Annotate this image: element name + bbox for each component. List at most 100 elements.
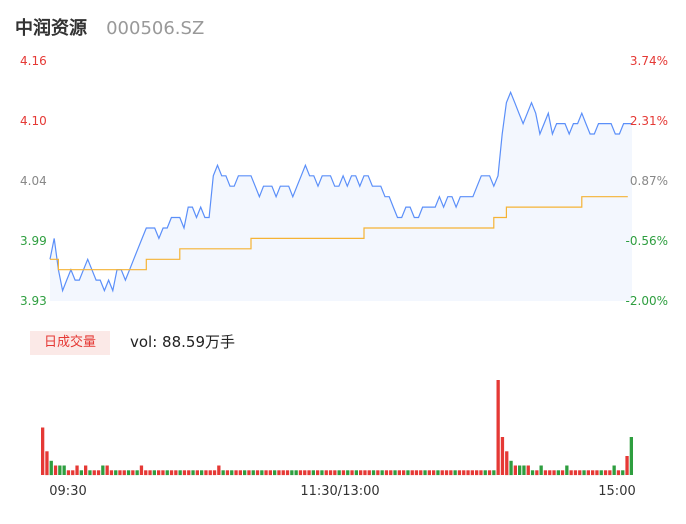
volume-bar [165,470,169,476]
volume-bar [560,470,565,476]
volume-bar [573,470,578,476]
volume-bar [586,470,590,476]
y-tick-left: 4.04 [20,174,47,188]
volume-bar [105,465,109,475]
volume-bar [41,427,45,475]
volume-bar [208,470,212,476]
volume-bar [62,465,66,475]
volume-bar [152,470,156,476]
volume-bar [522,465,526,475]
volume-bar [475,470,479,476]
volume-bar [444,470,449,476]
volume-bar [58,465,62,475]
volume-bar [556,470,560,476]
volume-bar [608,470,612,476]
volume-bar [543,470,548,476]
volume-bar [187,470,191,476]
volume-bar [505,451,509,476]
volume-bar [217,465,221,475]
volume-bar [423,470,427,476]
volume-bar [513,465,517,475]
volume-bar [75,465,79,475]
volume-bar [264,470,268,476]
volume-bar [71,470,75,476]
volume-bar [535,470,539,476]
volume-bar [178,470,182,476]
y-tick-left: 4.10 [20,114,47,128]
volume-bar [79,470,83,476]
volume-bar [109,470,114,476]
volume-value: 88.59万手 [162,333,235,351]
volume-bar [402,470,406,476]
volume-bar [346,470,350,476]
volume-bar [397,470,401,476]
volume-bar [616,470,621,476]
volume-bar [251,470,255,476]
volume-bar [552,470,556,476]
volume-bar [341,470,346,476]
volume-bar [273,470,277,476]
volume-bar [316,470,320,476]
volume-bar [328,470,333,476]
volume-prefix: vol: [130,333,163,351]
volume-bar [148,470,152,476]
volume-bar [131,470,135,476]
volume-bar [457,470,462,476]
volume-bar [526,465,530,475]
volume-bar [144,470,148,476]
volume-bar [114,470,118,476]
volume-bar [126,470,131,476]
volume-bar [371,470,376,476]
volume-bar [500,437,505,475]
volume-bar [539,465,543,475]
volume-bar [432,470,436,476]
volume-bar [290,470,294,476]
volume-bar [268,470,272,476]
volume-bar [496,380,500,475]
volume-bar [49,460,53,476]
y-tick-right: -2.00% [626,294,668,308]
volume-bar [174,470,178,476]
volume-bar [389,470,393,476]
volume-bar [629,437,633,475]
title-row: 中润资源 000506.SZ [15,14,205,39]
volume-bar [311,470,315,476]
volume-bar [139,465,144,475]
volume-bar [333,470,337,476]
volume-bar [578,470,582,476]
volume-bar [483,470,487,476]
volume-bar [582,470,586,476]
volume-bar [212,470,217,476]
volume-bar [363,470,367,476]
volume-bar [225,470,230,476]
volume-bar [380,470,384,476]
volume-bar [298,470,303,476]
volume-bar [243,470,247,476]
tab-daily-volume[interactable]: 日成交量 [30,331,110,355]
volume-readout: vol: 88.59万手 [130,332,235,352]
volume-bar [307,470,311,476]
volume-bar [161,470,165,476]
volume-bar [548,470,552,476]
volume-bar [466,470,470,476]
volume-bar [337,470,341,476]
volume-bar [101,465,105,475]
volume-bar [410,470,414,476]
x-tick: 11:30/13:00 [300,484,379,499]
volume-bar [303,470,307,476]
volume-bar [294,470,298,476]
volume-bar [182,470,187,476]
volume-bar [135,470,139,476]
volume-bar [595,470,599,476]
volume-bar [479,470,483,476]
volume-bar [427,470,431,476]
volume-bar [255,470,260,476]
volume-bar [453,470,457,476]
volume-bar [320,470,324,476]
volume-bar [221,470,225,476]
stock-code: 000506.SZ [106,18,205,39]
volume-bar [419,470,423,476]
volume-bar [234,470,238,476]
volume-bar [45,451,49,476]
volume-bar [118,470,122,476]
